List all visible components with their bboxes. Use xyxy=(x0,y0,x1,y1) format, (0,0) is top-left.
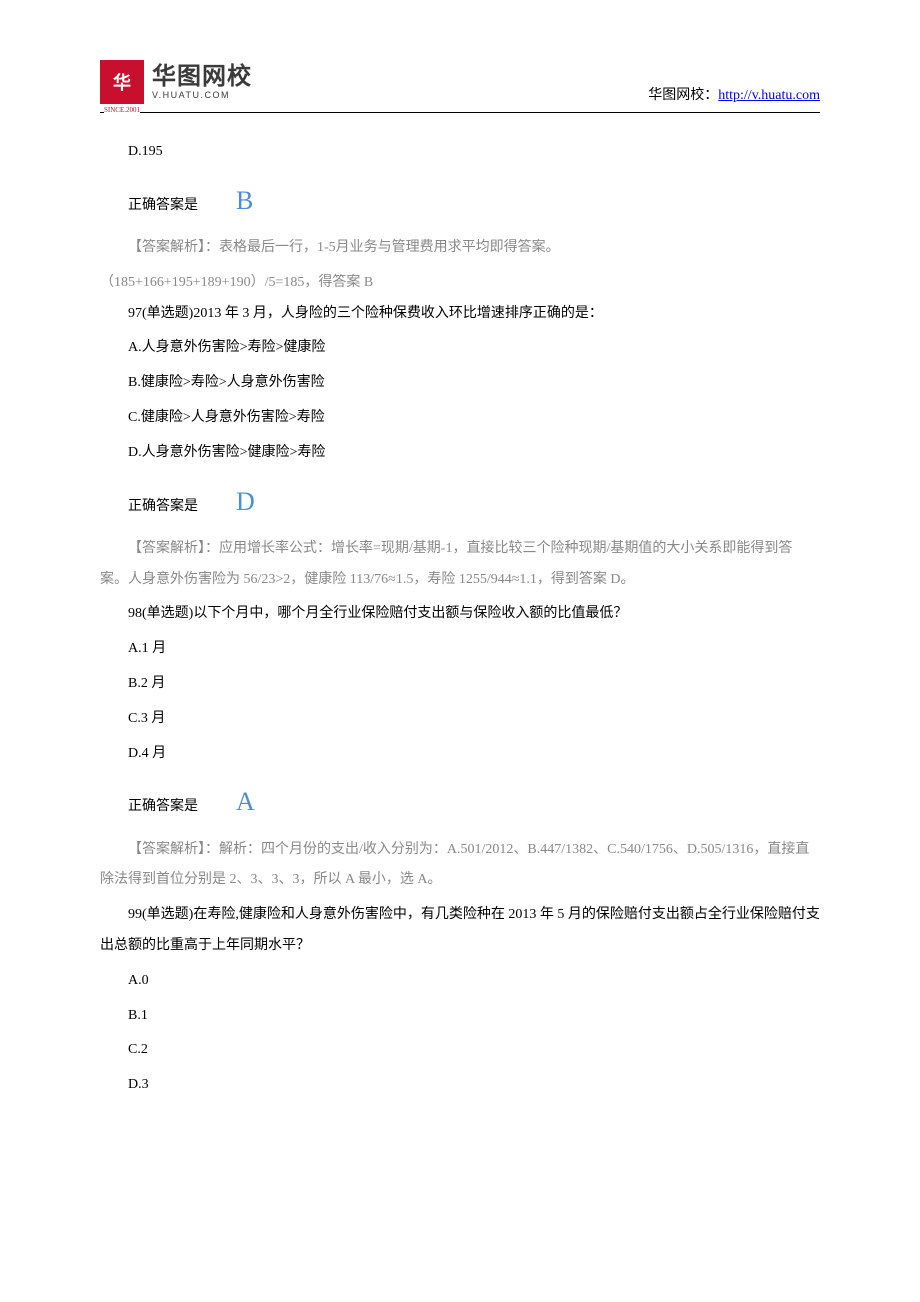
q99-option-d: D.3 xyxy=(100,1070,820,1101)
q96-answer-letter: B xyxy=(208,172,253,229)
q98-option-c: C.3 月 xyxy=(100,704,820,735)
logo-text-en: V.HUATU.COM xyxy=(152,91,252,100)
logo-badge-text: 华 xyxy=(113,69,131,95)
answer-prefix: 正确答案是 xyxy=(100,792,198,823)
logo-text-group: 华图网校 V.HUATU.COM xyxy=(152,65,252,100)
answer-prefix: 正确答案是 xyxy=(100,492,198,523)
answer-prefix: 正确答案是 xyxy=(100,191,198,222)
q98-option-d: D.4 月 xyxy=(100,739,820,770)
q97-stem: 97(单选题)2013 年 3 月，人身险的三个险种保费收入环比增速排序正确的是… xyxy=(100,299,820,330)
q97-answer-letter: D xyxy=(208,473,255,530)
analysis-label: 【答案解析】： xyxy=(128,240,219,255)
q97-option-c: C.健康险>人身意外伤害险>寿险 xyxy=(100,403,820,434)
content-body: D.195 正确答案是 B 【答案解析】：表格最后一行，1-5月业务与管理费用求… xyxy=(100,137,820,1101)
page-header: 华 SINCE.2001 华图网校 V.HUATU.COM 华图网校：http:… xyxy=(100,60,820,104)
q96-option-d: D.195 xyxy=(100,137,820,168)
q96-answer-line: 正确答案是 B xyxy=(100,172,820,229)
q97-option-d: D.人身意外伤害险>健康险>寿险 xyxy=(100,438,820,469)
q98-stem: 98(单选题)以下个月中，哪个月全行业保险赔付支出额与保险收入额的比值最低？ xyxy=(100,599,820,630)
q99-option-b: B.1 xyxy=(100,1001,820,1032)
q97-answer-line: 正确答案是 D xyxy=(100,473,820,530)
q96-analysis-text1: 表格最后一行，1-5月业务与管理费用求平均即得答案。 xyxy=(219,240,560,255)
q97-option-b: B.健康险>寿险>人身意外伤害险 xyxy=(100,368,820,399)
q98-answer-letter: A xyxy=(208,773,255,830)
analysis-label: 【答案解析】： xyxy=(128,541,219,556)
q99-option-a: A.0 xyxy=(100,966,820,997)
q98-analysis: 【答案解析】：解析：四个月份的支出/收入分别为：A.501/2012、B.447… xyxy=(100,835,820,897)
header-right-label: 华图网校： xyxy=(648,88,718,103)
q98-option-b: B.2 月 xyxy=(100,669,820,700)
analysis-label: 【答案解析】： xyxy=(128,842,219,857)
q97-option-a: A.人身意外伤害险>寿险>健康险 xyxy=(100,333,820,364)
document-page: 华 SINCE.2001 华图网校 V.HUATU.COM 华图网校：http:… xyxy=(0,0,920,1165)
q98-answer-line: 正确答案是 A xyxy=(100,773,820,830)
header-divider xyxy=(100,112,820,113)
q96-analysis-line1: 【答案解析】：表格最后一行，1-5月业务与管理费用求平均即得答案。 xyxy=(100,233,820,264)
header-link[interactable]: http://v.huatu.com xyxy=(718,88,820,103)
logo-text-cn: 华图网校 xyxy=(152,65,252,89)
logo-badge: 华 SINCE.2001 xyxy=(100,60,144,104)
logo-since-text: SINCE.2001 xyxy=(104,106,140,114)
q96-analysis-line2: （185+166+195+189+190）/5=185，得答案 B xyxy=(100,268,820,299)
q99-stem: 99(单选题)在寿险,健康险和人身意外伤害险中，有几类险种在 2013 年 5 … xyxy=(100,900,820,962)
header-right: 华图网校：http://v.huatu.com xyxy=(648,84,820,104)
q97-analysis: 【答案解析】：应用增长率公式：增长率=现期/基期-1，直接比较三个险种现期/基期… xyxy=(100,534,820,596)
logo: 华 SINCE.2001 华图网校 V.HUATU.COM xyxy=(100,60,252,104)
q98-option-a: A.1 月 xyxy=(100,634,820,665)
q99-option-c: C.2 xyxy=(100,1035,820,1066)
